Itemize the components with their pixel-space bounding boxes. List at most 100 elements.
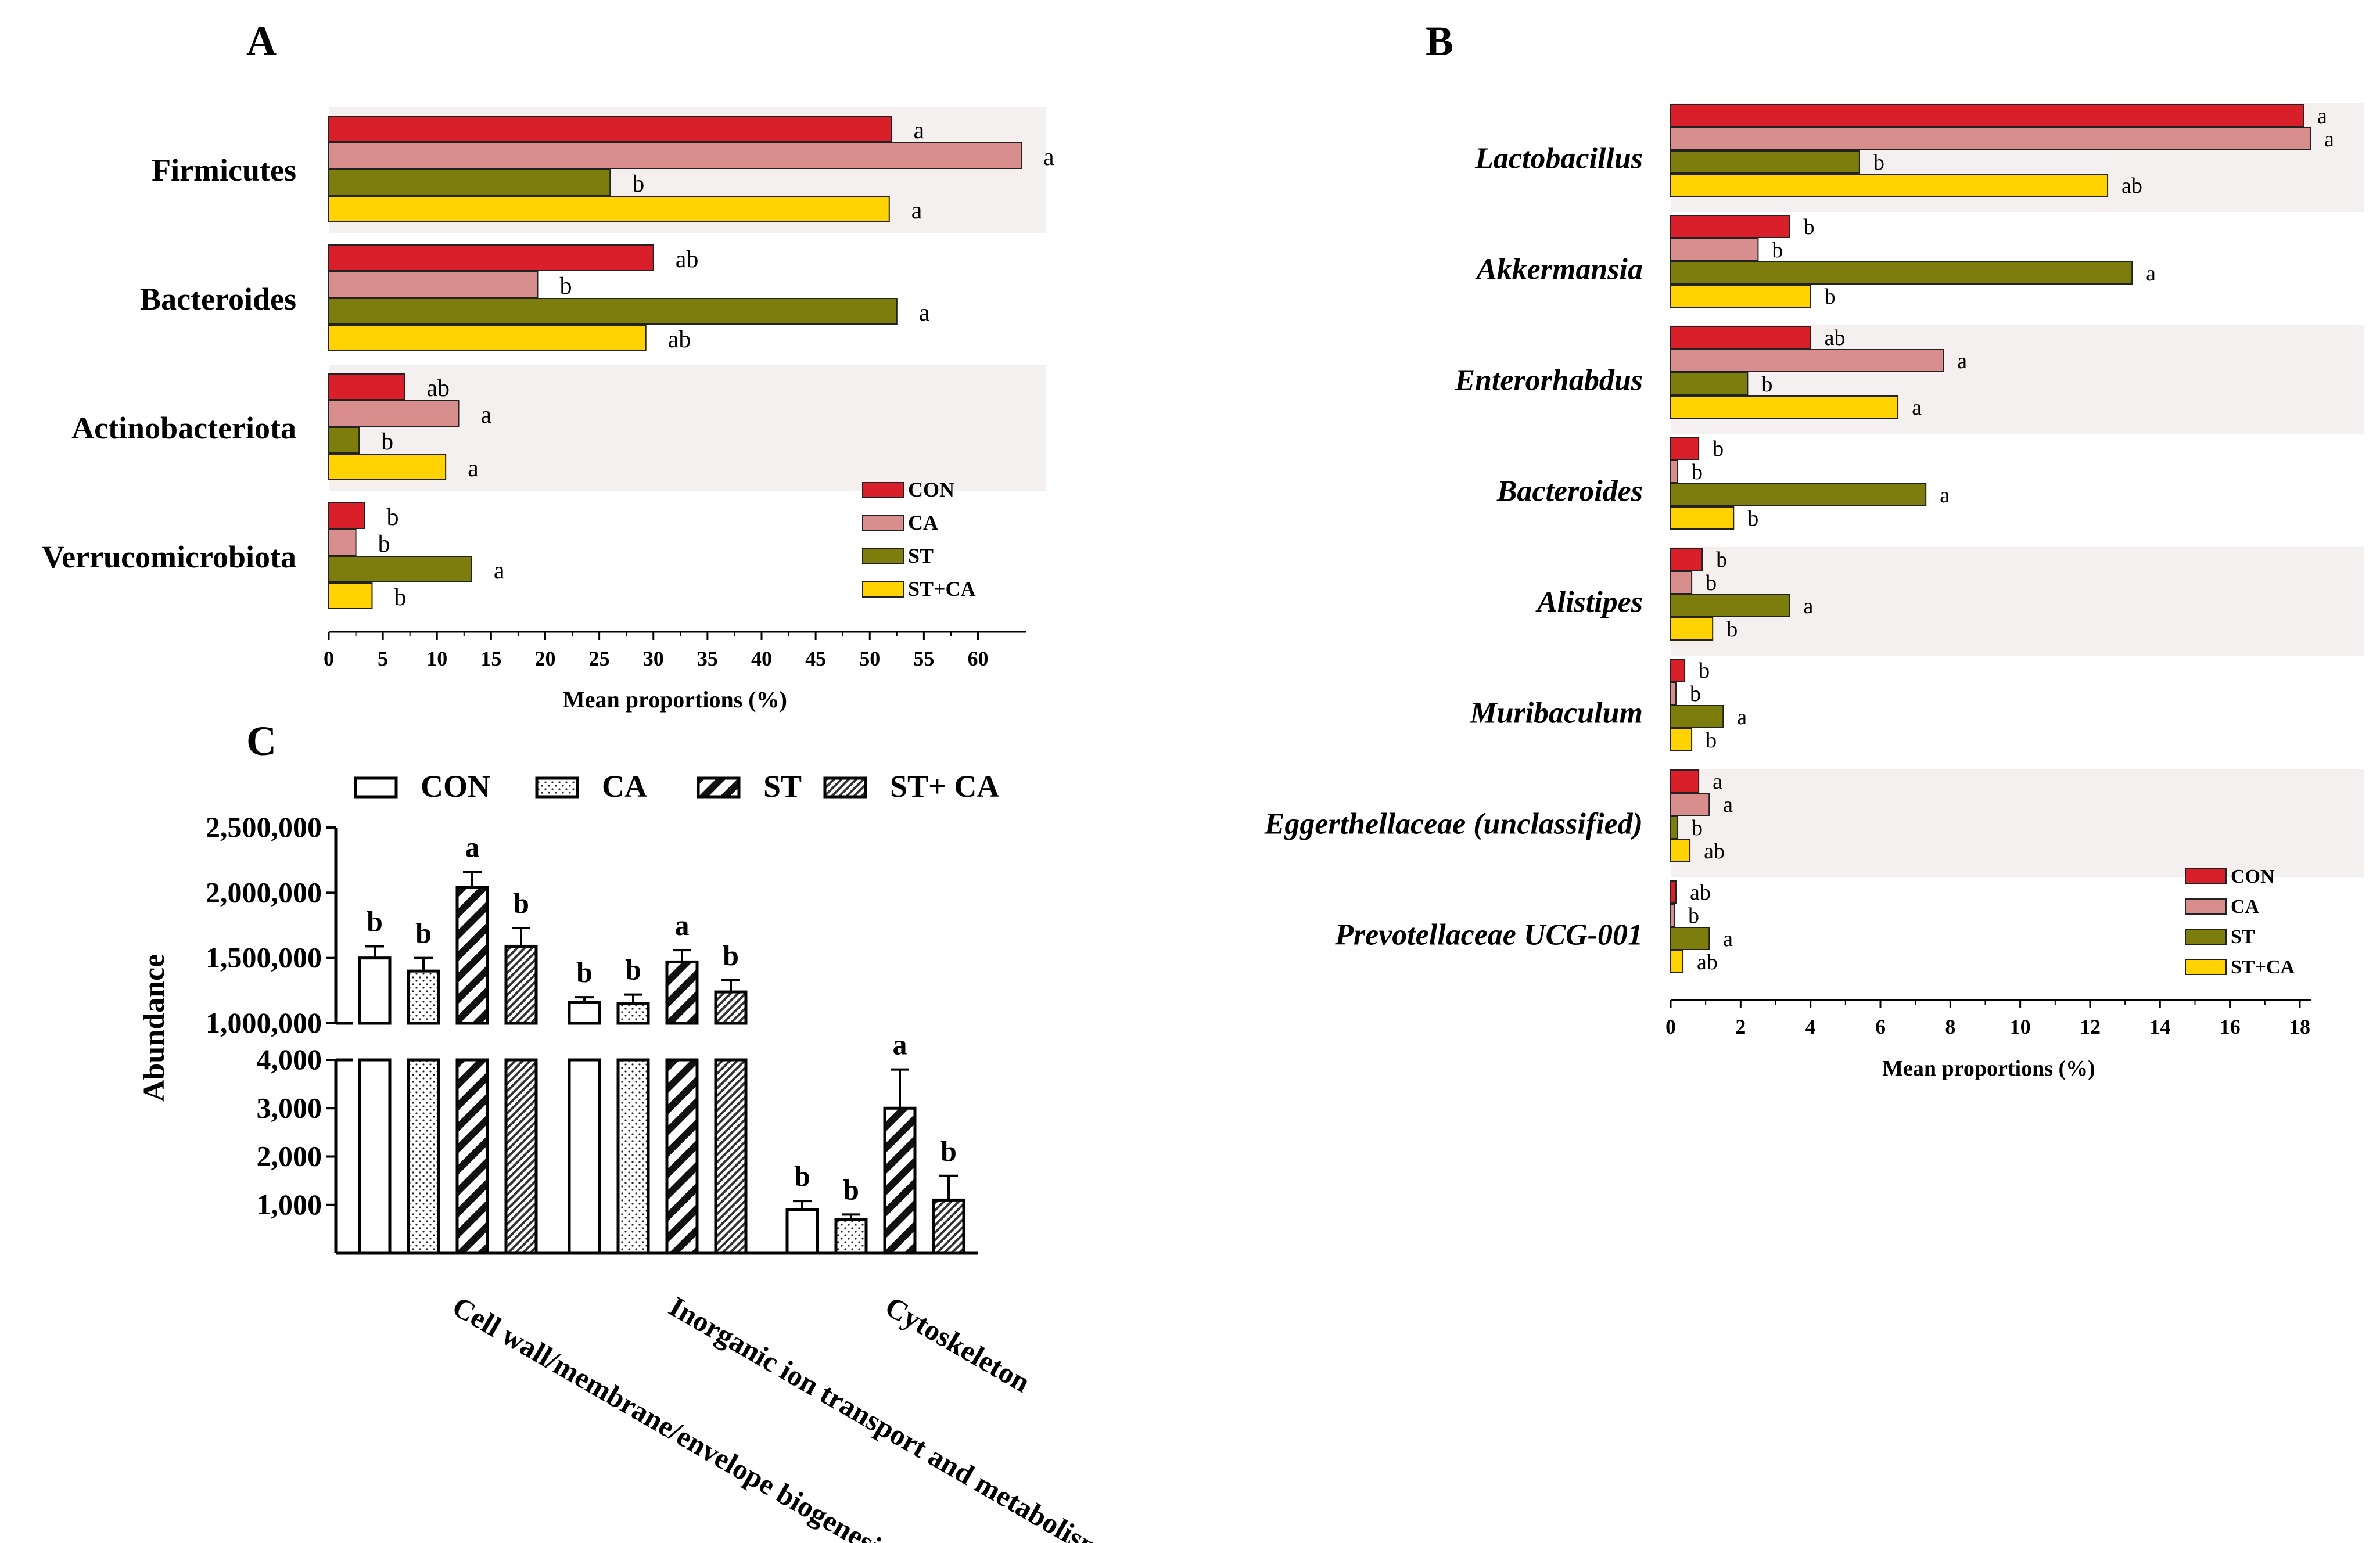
bar-st-cytoskeleton (883, 1106, 917, 1255)
bar-con-firmicutes (328, 116, 892, 142)
significance-letter-con-lactobacillus: a (2317, 104, 2327, 128)
x-tick-label: 55 (913, 647, 934, 670)
bar-st-ca-cytoskeleton (932, 1198, 965, 1255)
legend-swatch-st (862, 548, 904, 564)
category-label-prevotellaceae-ucg-001: Prevotellaceae UCG-001 (1334, 919, 1643, 952)
bar-con-prevotellaceae-ucg-001 (1670, 880, 1677, 904)
significance-letter-ca-prevotellaceae-ucg-001: b (1688, 904, 1699, 928)
bar-ca-inorganic-ion-transport-and-metabolism (616, 1002, 650, 1025)
bar-st-enterorhabdus (1670, 372, 1749, 395)
significance-letter-st-cell-wall-membrane-envelope-biogenesis: a (465, 830, 480, 863)
significance-letter-con-cell-wall-membrane-envelope-biogenesis: b (367, 905, 383, 937)
bar-ca-cell-wall-membrane-envelope-biogenesis (407, 969, 440, 1025)
legend-label-con: CON (2231, 866, 2275, 887)
x-tick-label: 16 (2220, 1015, 2241, 1038)
significance-letter-con-actinobacteriota: ab (426, 375, 450, 402)
x-tick-label: 35 (697, 647, 718, 670)
y-tick-label: 1,000 (257, 1188, 322, 1221)
significance-letter-st-ca-eggerthellaceae-unclassified: ab (1704, 839, 1725, 864)
x-axis-label: Mean proportions (%) (1882, 1056, 2095, 1081)
bar-st-firmicutes (328, 169, 611, 196)
bar-con-eggerthellaceae-unclassified (1670, 769, 1700, 793)
bar-ca-enterorhabdus (1670, 349, 1944, 372)
bar-ca-verrucomicrobiota (328, 529, 357, 556)
bar-st-inorganic-ion-transport-and-metabolism-lower (665, 1058, 699, 1255)
legend-swatch-st (697, 776, 741, 799)
x-tick-label: 2 (1735, 1015, 1746, 1038)
significance-letter-st-actinobacteriota: b (381, 429, 393, 455)
legend-label-con: CON (421, 769, 490, 804)
x-tick-label: 30 (643, 647, 664, 670)
significance-letter-st-enterorhabdus: b (1761, 372, 1772, 397)
legend-swatch-st-ca (823, 776, 867, 799)
bar-con-inorganic-ion-transport-and-metabolism (568, 1001, 601, 1025)
significance-letter-con-inorganic-ion-transport-and-metabolism: b (576, 956, 593, 988)
legend-label-con: CON (908, 478, 954, 501)
significance-letter-st-alistipes: a (1804, 594, 1814, 618)
bar-ca-akkermansia (1670, 238, 1759, 261)
panel-label-b: B (1426, 18, 1453, 64)
bar-con-cell-wall-membrane-envelope-biogenesis (358, 956, 392, 1025)
significance-letter-st-ca-lactobacillus: ab (2121, 174, 2142, 198)
panel-label-a: A (246, 18, 277, 64)
significance-letter-ca-firmicutes: a (1043, 144, 1054, 171)
x-tick-label: 25 (589, 647, 610, 670)
x-axis-label: Mean proportions (%) (563, 686, 787, 713)
significance-letter-st-ca-bacteroides: b (1747, 506, 1758, 531)
bar-st-ca-muribaculum (1670, 728, 1693, 751)
significance-letter-ca-alistipes: b (1706, 571, 1717, 595)
bar-ca-eggerthellaceae-unclassified (1670, 793, 1710, 816)
y-axis-label: Abundance (138, 954, 171, 1102)
bar-st-actinobacteriota (328, 427, 360, 454)
bar-ca-bacteroides (1670, 460, 1679, 483)
x-tick-label: 40 (751, 647, 772, 670)
bar-ca-muribaculum (1670, 682, 1677, 705)
x-tick-label: 6 (1875, 1015, 1886, 1038)
significance-letter-ca-inorganic-ion-transport-and-metabolism: b (625, 954, 641, 986)
significance-letter-st-ca-cytoskeleton: b (940, 1135, 957, 1167)
legend-label-st-ca: ST+CA (908, 577, 976, 600)
significance-letter-st-lactobacillus: b (1873, 150, 1884, 175)
significance-letter-con-cytoskeleton: b (794, 1160, 810, 1192)
x-tick-label: 0 (1665, 1015, 1676, 1038)
legend-swatch-ca (862, 515, 904, 531)
bar-ca-cytoskeleton (834, 1218, 868, 1255)
significance-letter-con-muribaculum: b (1699, 659, 1710, 683)
significance-letter-st-firmicutes: b (632, 171, 644, 197)
legend-label-ca: CA (908, 511, 938, 534)
bar-con-cytoskeleton (785, 1208, 819, 1255)
category-label-akkermansia: Akkermansia (1475, 253, 1643, 286)
significance-letter-con-eggerthellaceae-unclassified: a (1713, 769, 1722, 794)
significance-letter-con-prevotellaceae-ucg-001: ab (1690, 880, 1711, 905)
x-tick-label: 20 (535, 647, 556, 670)
bar-st-prevotellaceae-ucg-001 (1670, 927, 1710, 950)
x-tick-label: 4 (1805, 1015, 1816, 1038)
bar-con-inorganic-ion-transport-and-metabolism-lower (568, 1058, 601, 1255)
significance-letter-ca-eggerthellaceae-unclassified: a (1723, 793, 1733, 817)
category-label-cytoskeleton: Cytoskeleton (880, 1290, 1036, 1398)
bar-st-bacteroides (328, 298, 898, 325)
bar-st-ca-eggerthellaceae-unclassified (1670, 839, 1691, 862)
bar-con-bacteroides (328, 244, 654, 271)
bar-ca-alistipes (1670, 571, 1693, 594)
significance-letter-st-ca-inorganic-ion-transport-and-metabolism: b (723, 939, 739, 972)
x-tick-label: 60 (968, 647, 989, 670)
significance-letter-con-verrucomicrobiota: b (386, 504, 399, 531)
category-label-firmicutes: Firmicutes (152, 153, 296, 188)
significance-letter-st-ca-actinobacteriota: a (468, 455, 479, 482)
bar-con-muribaculum (1670, 659, 1686, 682)
bar-st-akkermansia (1670, 261, 2133, 285)
bar-con-lactobacillus (1670, 104, 2304, 127)
legend-swatch-con (862, 482, 904, 498)
category-label-lactobacillus: Lactobacillus (1474, 142, 1643, 175)
significance-letter-st-ca-alistipes: b (1726, 617, 1738, 642)
significance-letter-st-ca-muribaculum: b (1706, 728, 1717, 753)
category-label-verrucomicrobiota: Verrucomicrobiota (42, 539, 296, 574)
significance-letter-ca-muribaculum: b (1690, 682, 1701, 706)
x-tick-label: 8 (1945, 1015, 1955, 1038)
bar-st-ca-inorganic-ion-transport-and-metabolism (714, 990, 748, 1025)
chart-panel-c: 1,000,000 1,500,000 2,000,000 2,500,000 1,00… (138, 769, 1110, 1543)
y-tick-label: 2,000 (257, 1140, 322, 1172)
chart-panel-b: LactobacillusaababAkkermansiabbabEnteror… (1264, 103, 2364, 1081)
legend-swatch-ca (535, 776, 579, 799)
